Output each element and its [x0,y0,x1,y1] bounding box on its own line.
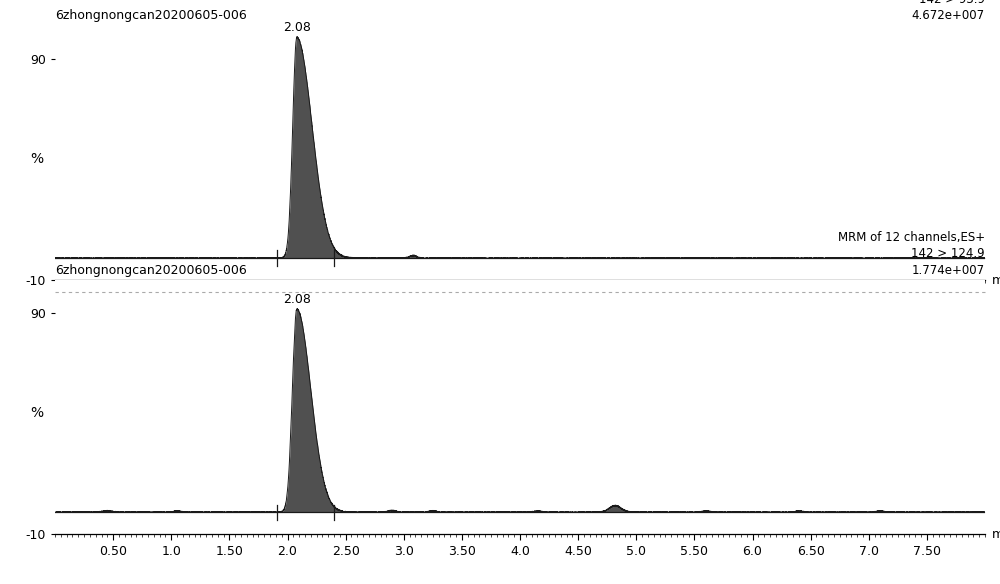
Text: MRM of 12 channels,ES+
142 > 124.9
1.774e+007: MRM of 12 channels,ES+ 142 > 124.9 1.774… [838,231,985,276]
Text: %: % [31,152,44,166]
Text: 2.08: 2.08 [283,293,311,306]
Text: 2.08: 2.08 [283,21,311,34]
Text: min: min [992,274,1000,287]
Text: 6zhongnongcan20200605-006: 6zhongnongcan20200605-006 [55,9,247,22]
Text: %: % [31,406,44,420]
Text: MRM of 12 channels,ES+
142 > 93.9
4.672e+007: MRM of 12 channels,ES+ 142 > 93.9 4.672e… [838,0,985,22]
Text: min: min [992,528,1000,541]
Text: 6zhongnongcan20200605-006: 6zhongnongcan20200605-006 [55,263,247,276]
